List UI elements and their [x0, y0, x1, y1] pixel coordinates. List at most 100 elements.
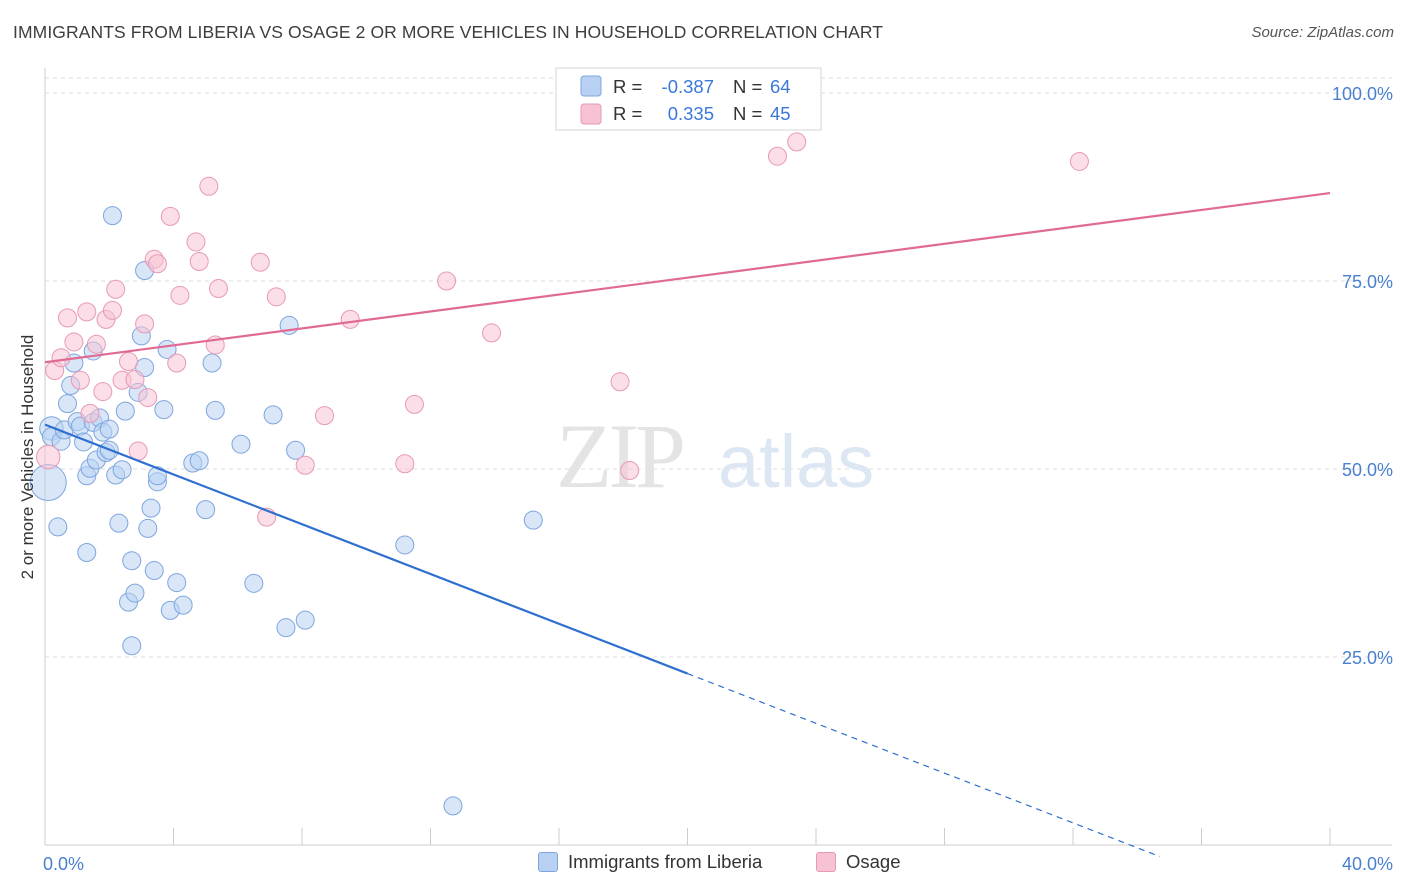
data-point — [167, 353, 187, 373]
data-point — [147, 254, 167, 274]
watermark: ZIP atlas — [556, 405, 874, 507]
legend-swatch-osage — [816, 852, 836, 872]
series-liberia — [29, 206, 543, 816]
data-point — [767, 146, 787, 166]
data-point — [205, 400, 225, 420]
legend-swatch-pink — [580, 103, 602, 125]
legend-n-label-2: N = — [733, 103, 762, 124]
data-point — [70, 370, 90, 390]
y-tick-label: 75.0% — [1342, 272, 1393, 292]
data-point — [147, 466, 167, 486]
data-point — [86, 334, 106, 354]
data-point — [1069, 151, 1089, 171]
data-point — [231, 434, 251, 454]
data-point — [295, 455, 315, 475]
trend-layer — [44, 191, 1331, 858]
data-point — [122, 551, 142, 571]
data-point — [263, 405, 283, 425]
y-axis-label: 2 or more Vehicles in Household — [18, 335, 37, 580]
data-point — [314, 406, 334, 426]
data-point — [57, 308, 77, 328]
bottom-legend: Immigrants from Liberia Osage — [0, 851, 1406, 877]
data-point — [620, 461, 640, 481]
trend-line-osage — [44, 191, 1331, 364]
tick-labels: 25.0% 50.0% 75.0% 100.0% 0.0% 40.0% — [43, 84, 1393, 874]
data-point — [99, 419, 119, 439]
data-point — [186, 232, 206, 252]
legend-r-label-1: R = — [613, 76, 642, 97]
data-point — [112, 460, 132, 480]
legend-n-value-2: 45 — [770, 103, 791, 124]
data-point — [395, 535, 415, 555]
data-point — [77, 302, 97, 322]
data-point — [138, 388, 158, 408]
legend-n-value-1: 64 — [770, 76, 791, 97]
data-point — [286, 440, 306, 460]
data-point — [57, 394, 77, 414]
x-tick-label: 40.0% — [1342, 854, 1393, 874]
data-point — [115, 401, 135, 421]
y-tick-label: 50.0% — [1342, 460, 1393, 480]
data-point — [102, 206, 122, 226]
grid-lines — [45, 77, 1392, 658]
data-point — [51, 348, 71, 368]
data-point — [119, 351, 139, 371]
data-point — [523, 510, 543, 530]
data-point — [189, 451, 209, 471]
data-point — [141, 498, 161, 518]
legend-n-label-1: N = — [733, 76, 762, 97]
data-point — [189, 251, 209, 271]
data-point — [395, 454, 415, 474]
data-point — [266, 287, 286, 307]
data-point — [196, 500, 216, 520]
legend-r-value-2: 0.335 — [668, 103, 714, 124]
data-point — [125, 370, 145, 390]
data-point — [167, 573, 187, 593]
data-point — [64, 332, 84, 352]
data-point — [173, 595, 193, 615]
legend-swatch-liberia — [538, 852, 558, 872]
y-tick-label: 25.0% — [1342, 648, 1393, 668]
legend-r-value-1: -0.387 — [662, 76, 714, 97]
data-point — [106, 279, 126, 299]
data-point — [208, 279, 228, 299]
data-point — [482, 323, 502, 343]
chart-title: IMMIGRANTS FROM LIBERIA VS OSAGE 2 OR MO… — [13, 22, 884, 42]
data-point — [276, 618, 296, 638]
legend-label-osage: Osage — [846, 851, 901, 872]
watermark-atlas: atlas — [718, 420, 874, 503]
data-point — [109, 513, 129, 533]
source-label: Source: ZipAtlas.com — [1251, 24, 1394, 41]
legend-swatch-blue — [580, 75, 602, 97]
data-point — [77, 542, 97, 562]
data-point — [122, 636, 142, 656]
series-osage — [36, 132, 1089, 527]
data-point — [135, 314, 155, 334]
data-point — [202, 353, 222, 373]
data-point — [437, 271, 457, 291]
data-point — [80, 403, 100, 423]
data-point — [93, 382, 113, 402]
data-point — [199, 176, 219, 196]
watermark-zip: ZIP — [556, 405, 683, 507]
data-point — [250, 252, 270, 272]
data-point — [102, 300, 122, 320]
data-point — [48, 517, 68, 537]
data-point — [125, 583, 145, 603]
data-point — [154, 400, 174, 420]
data-point — [787, 132, 807, 152]
data-point — [160, 206, 180, 226]
data-point — [295, 610, 315, 630]
legend-label-liberia: Immigrants from Liberia — [568, 851, 763, 872]
data-point — [170, 285, 190, 305]
data-point — [244, 573, 264, 593]
y-tick-label: 100.0% — [1332, 84, 1393, 104]
legend-item-liberia: Immigrants from Liberia — [538, 851, 762, 873]
data-point — [138, 518, 158, 538]
trend-line-liberia — [44, 423, 688, 675]
data-point — [610, 372, 630, 392]
x-tick-label: 0.0% — [43, 854, 84, 874]
data-point — [404, 394, 424, 414]
data-point — [340, 309, 360, 329]
